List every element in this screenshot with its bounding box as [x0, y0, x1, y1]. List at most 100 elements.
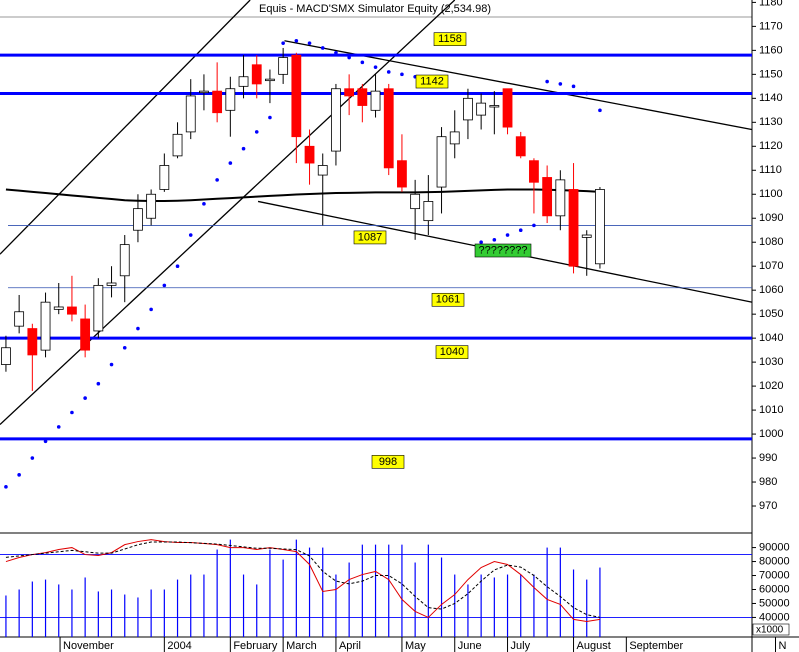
y-tick-label: 990	[759, 452, 777, 464]
candle-body	[581, 234, 592, 238]
candle-body	[40, 301, 51, 351]
x-tick-label: June	[458, 640, 482, 652]
sar-dot	[545, 79, 549, 84]
y-tick-label: 1090	[759, 212, 783, 224]
candle-body	[357, 88, 368, 106]
annotation: ????????	[479, 244, 528, 256]
candle-body	[80, 318, 91, 351]
y-tick-label: 1160	[759, 44, 783, 56]
annotation-box	[474, 243, 532, 258]
level-label: 1061	[436, 294, 460, 306]
candle-body	[304, 145, 315, 164]
sar-dot	[136, 326, 140, 331]
volume-panel	[0, 539, 752, 637]
sar-dot	[281, 41, 285, 45]
candle-body	[410, 193, 421, 210]
sar-dot	[43, 439, 48, 444]
candle-body	[449, 131, 460, 145]
candle-body	[199, 90, 209, 94]
sar-dot	[254, 130, 259, 134]
sar-dot	[96, 381, 101, 386]
x-tick-label: March	[286, 640, 317, 652]
candle-body	[555, 179, 566, 217]
candle-body	[251, 64, 262, 85]
level-label: 1040	[440, 346, 464, 358]
x-tick-label: May	[405, 640, 426, 652]
sar-dot	[70, 410, 74, 415]
x-tick-label: September	[629, 640, 683, 652]
y-tick-label: 1000	[759, 428, 783, 440]
candle-body	[53, 306, 64, 310]
oscillator-line	[5, 539, 601, 622]
sar-dot	[320, 46, 325, 50]
sar-dot	[400, 72, 404, 77]
y-tick-label: 1010	[759, 404, 783, 416]
candle-body	[14, 311, 25, 327]
axes: 970 980 990 1000 1010 1020 1030 1040 1050 1060 107…	[59, 0, 790, 652]
level-label: 998	[379, 456, 397, 468]
sar-dot	[347, 55, 351, 60]
level-label: 1087	[358, 231, 382, 243]
candle-body	[463, 97, 473, 121]
y2-tick-label: 80000	[759, 555, 790, 567]
y-tick-label: 970	[759, 500, 777, 512]
y-tick-label: 1080	[759, 236, 783, 248]
level-label-box	[353, 230, 387, 245]
candle-body	[423, 201, 434, 222]
y-tick-label: 1130	[759, 116, 783, 128]
candle-body	[238, 76, 249, 87]
level-label-box	[371, 455, 405, 469]
candle-body	[383, 88, 394, 169]
sar-dot	[241, 146, 246, 151]
candle-body	[27, 328, 38, 356]
candle-body	[397, 160, 407, 188]
sar-dot	[386, 70, 391, 74]
candle-body	[344, 88, 355, 97]
y-tick-label: 1100	[759, 188, 783, 200]
sar-dot	[571, 84, 576, 89]
candle-body	[106, 282, 117, 286]
trendline	[0, 0, 456, 425]
y-tick-label: 1150	[759, 68, 783, 80]
level-label-box	[435, 345, 469, 359]
candle-body	[93, 284, 104, 332]
sar-dot	[532, 223, 536, 228]
candle-body	[291, 54, 302, 138]
candle-body	[476, 102, 487, 116]
candle-body	[529, 160, 539, 183]
sar-dot	[479, 240, 483, 245]
sar-dot	[202, 202, 206, 206]
candle-body	[278, 57, 289, 75]
candle-body	[133, 208, 143, 231]
candle-body	[595, 189, 605, 265]
candle-body	[146, 193, 157, 219]
candle-body	[67, 306, 77, 315]
sar-dot	[584, 91, 589, 96]
sar-dot	[215, 178, 219, 182]
sar-dot	[149, 307, 153, 312]
candle-body	[568, 189, 579, 267]
level-label-box	[431, 292, 465, 307]
candle-body	[159, 165, 170, 190]
scale-label-box	[752, 623, 790, 636]
candle-body	[436, 136, 447, 188]
y-tick-label: 1060	[759, 284, 783, 296]
sar-dot	[4, 485, 8, 489]
sar-dot	[492, 238, 497, 242]
sar-dot	[228, 161, 233, 165]
price-panel	[0, 0, 752, 489]
oscillator-line	[5, 541, 601, 618]
level-label: 1158	[438, 33, 462, 45]
candle-body	[1, 347, 11, 365]
sar-dot	[505, 233, 510, 237]
candle-body	[331, 88, 341, 152]
y-tick-label: 1180	[759, 0, 783, 8]
candle-body	[515, 136, 526, 157]
y2-tick-label: 90000	[759, 541, 790, 553]
scale-label: x1000	[756, 625, 784, 636]
sar-dot	[598, 108, 602, 113]
x-tick-label: April	[339, 640, 361, 652]
x-tick-label: February	[233, 640, 278, 652]
sar-dot	[188, 233, 193, 237]
